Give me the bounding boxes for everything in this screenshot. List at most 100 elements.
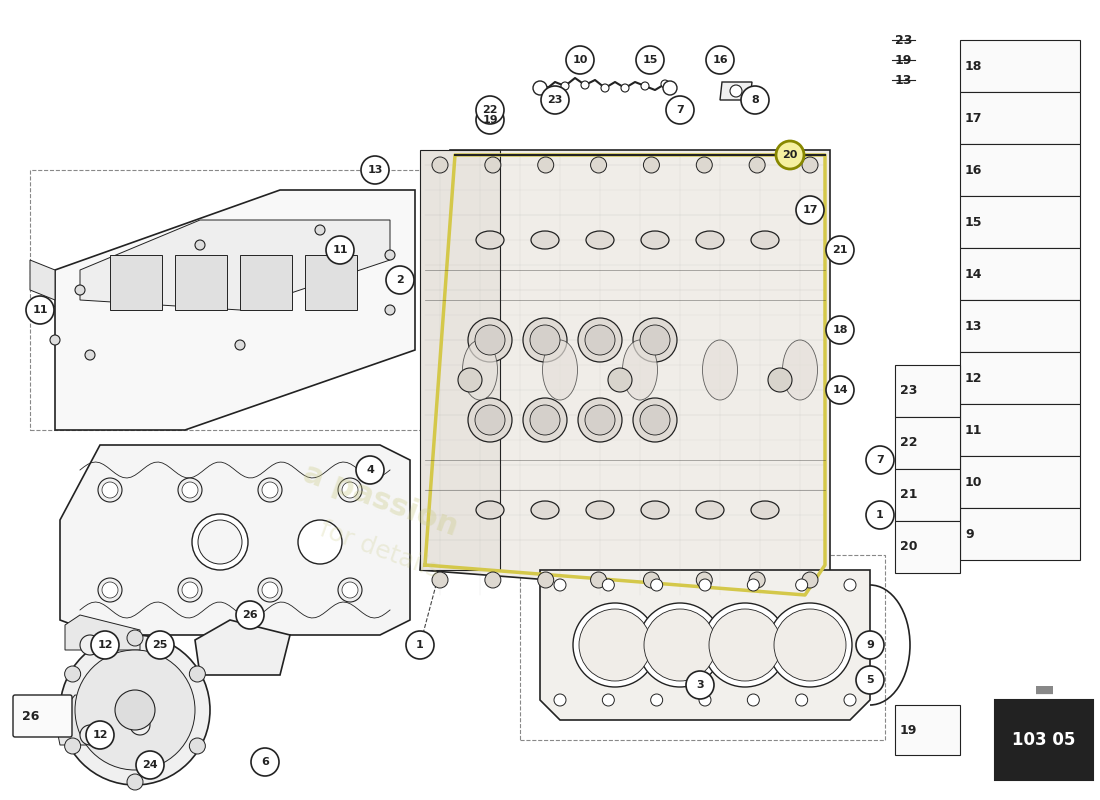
Circle shape bbox=[747, 694, 759, 706]
Circle shape bbox=[258, 578, 282, 602]
Circle shape bbox=[651, 694, 662, 706]
FancyBboxPatch shape bbox=[895, 365, 960, 417]
Polygon shape bbox=[110, 255, 162, 310]
Circle shape bbox=[189, 738, 206, 754]
Circle shape bbox=[644, 157, 659, 173]
FancyBboxPatch shape bbox=[960, 40, 1080, 92]
Circle shape bbox=[621, 84, 629, 92]
Circle shape bbox=[578, 398, 621, 442]
Circle shape bbox=[636, 46, 664, 74]
Circle shape bbox=[795, 694, 807, 706]
Ellipse shape bbox=[703, 340, 737, 400]
Circle shape bbox=[406, 631, 434, 659]
Circle shape bbox=[796, 196, 824, 224]
Circle shape bbox=[98, 578, 122, 602]
Ellipse shape bbox=[696, 501, 724, 519]
Circle shape bbox=[458, 368, 482, 392]
Text: a passion: a passion bbox=[298, 458, 462, 542]
Circle shape bbox=[802, 572, 818, 588]
Circle shape bbox=[749, 157, 766, 173]
Text: 9: 9 bbox=[965, 527, 974, 541]
Circle shape bbox=[554, 579, 566, 591]
Circle shape bbox=[102, 482, 118, 498]
Circle shape bbox=[573, 603, 657, 687]
Circle shape bbox=[258, 478, 282, 502]
Circle shape bbox=[189, 666, 206, 682]
Text: 6: 6 bbox=[261, 757, 268, 767]
Circle shape bbox=[182, 482, 198, 498]
Circle shape bbox=[235, 340, 245, 350]
Circle shape bbox=[468, 398, 512, 442]
Circle shape bbox=[802, 157, 818, 173]
FancyBboxPatch shape bbox=[895, 469, 960, 521]
Circle shape bbox=[530, 325, 560, 355]
Circle shape bbox=[538, 157, 553, 173]
Circle shape bbox=[710, 609, 781, 681]
Text: 13: 13 bbox=[965, 319, 982, 333]
Polygon shape bbox=[420, 150, 500, 570]
Circle shape bbox=[663, 81, 676, 95]
Text: 11: 11 bbox=[32, 305, 47, 315]
Circle shape bbox=[856, 666, 884, 694]
Circle shape bbox=[703, 603, 786, 687]
Circle shape bbox=[476, 96, 504, 124]
Text: for details: for details bbox=[317, 517, 443, 583]
Circle shape bbox=[644, 572, 659, 588]
Text: 19: 19 bbox=[895, 54, 912, 66]
Text: 13: 13 bbox=[367, 165, 383, 175]
Text: 21: 21 bbox=[833, 245, 848, 255]
Circle shape bbox=[603, 579, 614, 591]
Circle shape bbox=[432, 572, 448, 588]
Circle shape bbox=[591, 572, 606, 588]
Text: 19: 19 bbox=[482, 115, 498, 125]
Text: 4: 4 bbox=[366, 465, 374, 475]
Text: 10: 10 bbox=[965, 475, 982, 489]
Circle shape bbox=[475, 325, 505, 355]
Text: 26: 26 bbox=[22, 710, 40, 722]
Circle shape bbox=[468, 318, 512, 362]
Circle shape bbox=[603, 694, 614, 706]
Text: 23: 23 bbox=[548, 95, 563, 105]
Circle shape bbox=[666, 96, 694, 124]
Circle shape bbox=[541, 86, 549, 94]
Circle shape bbox=[91, 631, 119, 659]
Polygon shape bbox=[720, 82, 752, 100]
Ellipse shape bbox=[531, 501, 559, 519]
FancyBboxPatch shape bbox=[996, 700, 1093, 780]
Circle shape bbox=[80, 635, 100, 655]
Circle shape bbox=[730, 85, 743, 97]
Circle shape bbox=[632, 318, 676, 362]
Circle shape bbox=[747, 579, 759, 591]
Circle shape bbox=[661, 80, 669, 88]
Polygon shape bbox=[305, 255, 358, 310]
Circle shape bbox=[262, 582, 278, 598]
Circle shape bbox=[86, 721, 114, 749]
Circle shape bbox=[686, 671, 714, 699]
Text: 11: 11 bbox=[965, 423, 982, 437]
Text: 14: 14 bbox=[833, 385, 848, 395]
Circle shape bbox=[338, 478, 362, 502]
Circle shape bbox=[385, 305, 395, 315]
Text: 103 05: 103 05 bbox=[1012, 731, 1076, 749]
Circle shape bbox=[566, 46, 594, 74]
Text: 25: 25 bbox=[152, 640, 167, 650]
Circle shape bbox=[522, 318, 566, 362]
Circle shape bbox=[236, 601, 264, 629]
Ellipse shape bbox=[531, 231, 559, 249]
Circle shape bbox=[198, 520, 242, 564]
FancyBboxPatch shape bbox=[960, 352, 1080, 404]
Text: 23: 23 bbox=[895, 34, 912, 46]
Circle shape bbox=[866, 446, 894, 474]
Circle shape bbox=[698, 694, 711, 706]
Circle shape bbox=[361, 156, 389, 184]
Text: 10: 10 bbox=[572, 55, 587, 65]
Circle shape bbox=[578, 318, 621, 362]
Text: 22: 22 bbox=[900, 437, 917, 450]
Circle shape bbox=[178, 578, 202, 602]
Circle shape bbox=[338, 578, 362, 602]
Circle shape bbox=[579, 609, 651, 681]
Circle shape bbox=[251, 748, 279, 776]
Circle shape bbox=[638, 603, 722, 687]
Circle shape bbox=[706, 46, 734, 74]
FancyBboxPatch shape bbox=[13, 695, 72, 737]
